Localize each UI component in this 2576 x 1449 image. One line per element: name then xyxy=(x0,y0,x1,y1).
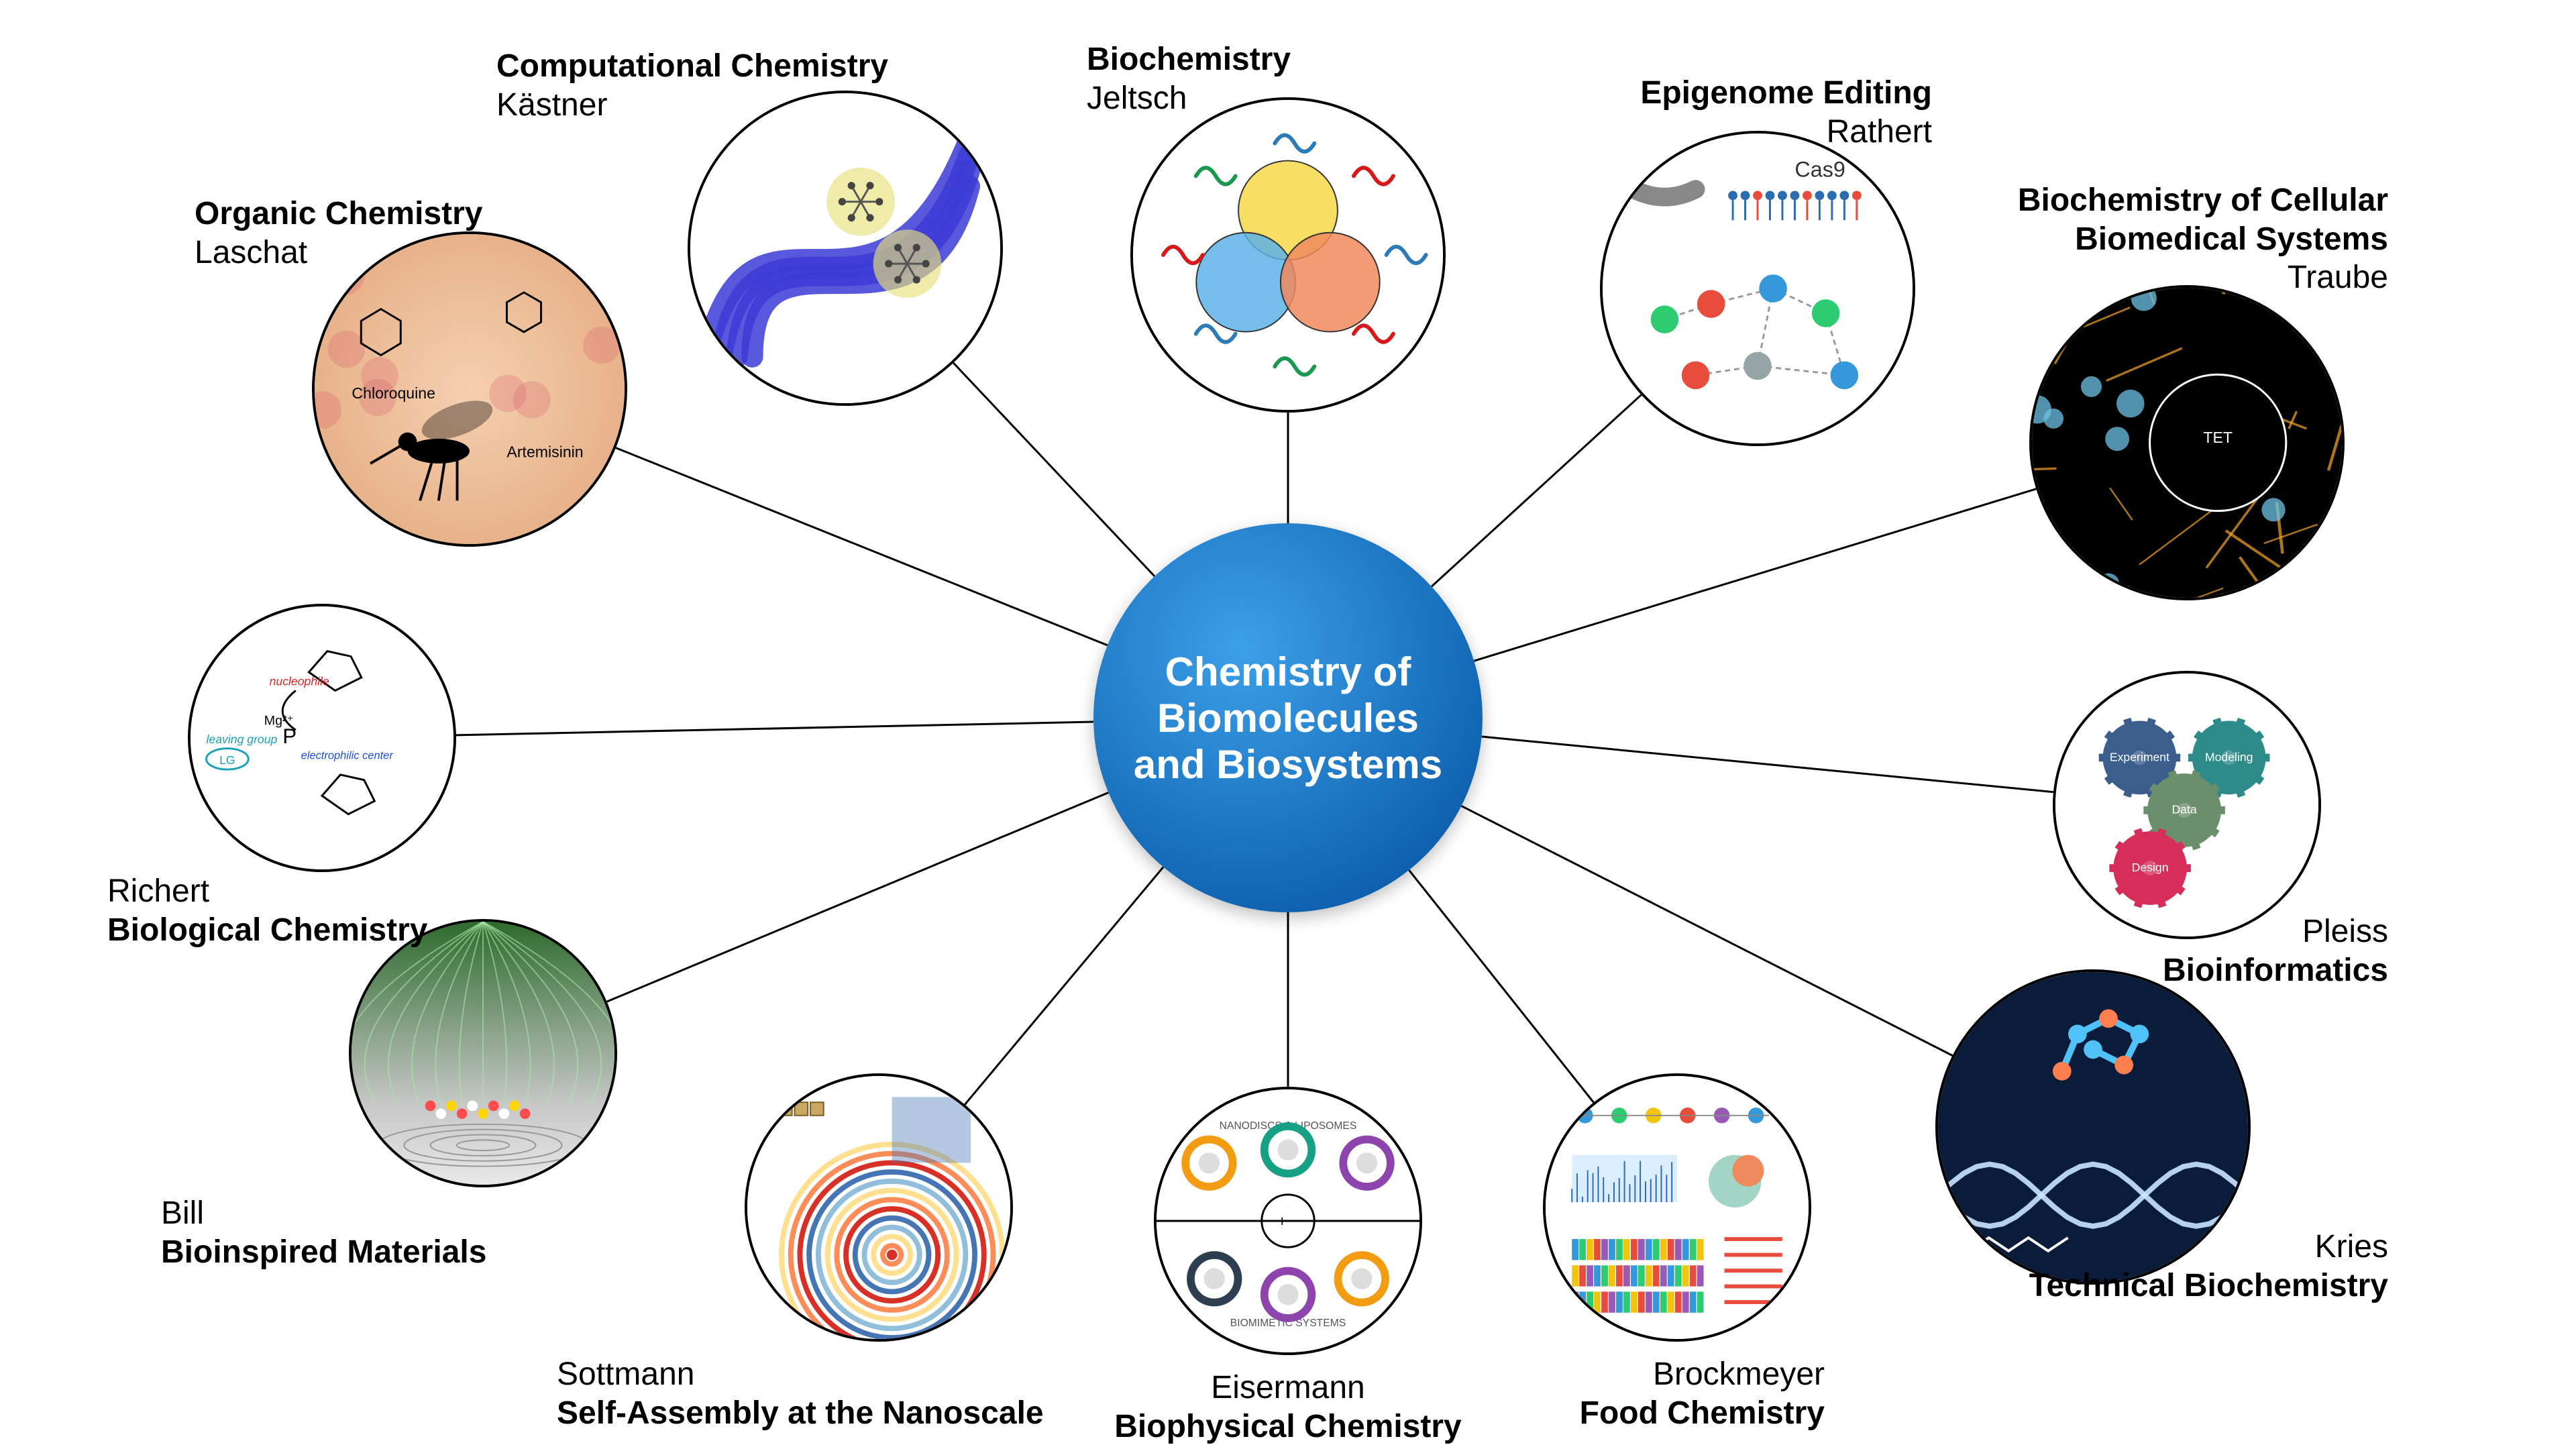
node-selfassembly xyxy=(745,1073,1013,1342)
svg-text:electrophilic center: electrophilic center xyxy=(301,749,394,761)
edge-epigenome xyxy=(1432,395,1642,587)
svg-text:Data: Data xyxy=(2171,803,2196,816)
edge-biological xyxy=(456,722,1093,735)
edge-organic xyxy=(616,448,1108,645)
node-computational xyxy=(688,91,1003,406)
node-selfassembly-thumb xyxy=(747,1073,1010,1342)
svg-text:Artemisinin: Artemisinin xyxy=(506,443,583,461)
node-biophysical: NANODISCS & LIPOSOMESBIOMIMETIC SYSTEMS+ xyxy=(1154,1087,1422,1355)
svg-text:Design: Design xyxy=(2132,861,2169,874)
node-bioinformatics-thumb: Experiment Modeling Data Design xyxy=(2055,671,2318,939)
edge-cellular xyxy=(1474,489,2036,661)
hub-circle: Chemistry ofBiomoleculesand Biosystems xyxy=(1093,523,1483,912)
label-organic: Organic ChemistryLaschat xyxy=(195,195,482,272)
node-epigenome: Cas9 xyxy=(1600,131,1915,446)
label-bioinspired: BillBioinspired Materials xyxy=(161,1194,486,1271)
node-biological: PMg²⁺nucleophileleaving groupelectrophil… xyxy=(188,604,456,872)
edge-food xyxy=(1409,870,1593,1102)
label-biophysical: EisermannBiophysical Chemistry xyxy=(1114,1368,1462,1446)
node-food xyxy=(1543,1073,1811,1342)
svg-text:Chloroquine: Chloroquine xyxy=(352,384,435,402)
node-biochemistry-thumb xyxy=(1133,97,1443,413)
svg-text:Modeling: Modeling xyxy=(2205,750,2253,763)
label-food: BrockmeyerFood Chemistry xyxy=(1580,1355,1825,1432)
edge-computational xyxy=(953,363,1155,576)
label-biochemistry: BiochemistryJeltsch xyxy=(1087,40,1291,117)
node-food-thumb xyxy=(1546,1073,1809,1342)
edge-technical xyxy=(1462,806,1953,1055)
label-selfassembly: SottmannSelf-Assembly at the Nanoscale xyxy=(557,1355,1044,1432)
svg-text:Experiment: Experiment xyxy=(2110,750,2169,763)
node-cellular: TET xyxy=(2029,285,2345,600)
diagram-stage: Chemistry ofBiomoleculesand Biosystems Bi… xyxy=(0,0,2576,1449)
node-biological-thumb: PMg²⁺nucleophileleaving groupelectrophil… xyxy=(191,604,453,872)
node-bioinspired-thumb xyxy=(352,919,614,1187)
label-epigenome: Epigenome EditingRathert xyxy=(1640,74,1932,151)
svg-text:+: + xyxy=(1277,1212,1287,1230)
label-cellular: Biochemistry of CellularBiomedical Syste… xyxy=(2018,181,2388,297)
svg-text:leaving group: leaving group xyxy=(207,733,278,746)
hub-title: Chemistry ofBiomoleculesand Biosystems xyxy=(1134,649,1442,788)
node-epigenome-thumb: Cas9 xyxy=(1603,131,1913,446)
node-cellular-thumb: TET xyxy=(2032,285,2342,600)
node-computational-thumb xyxy=(690,91,1000,406)
svg-text:Cas9: Cas9 xyxy=(1794,158,1845,182)
svg-text:nucleophile: nucleophile xyxy=(270,675,329,688)
edge-bioinformatics xyxy=(1482,737,2053,792)
edge-bioinspired xyxy=(607,793,1109,1002)
svg-text:LG: LG xyxy=(219,753,235,767)
node-biochemistry xyxy=(1130,97,1446,413)
node-bioinformatics: Experiment Modeling Data Design xyxy=(2053,671,2321,939)
label-computational: Computational ChemistryKästner xyxy=(496,47,888,124)
node-organic-thumb: Chloroquine Artemisinin xyxy=(315,231,625,547)
label-bioinformatics: PleissBioinformatics xyxy=(2163,912,2388,989)
label-biological: RichertBiological Chemistry xyxy=(107,872,427,949)
label-technical: KriesTechnical Biochemistry xyxy=(2029,1228,2388,1305)
edge-selfassembly xyxy=(965,867,1163,1105)
node-bioinspired xyxy=(349,919,617,1187)
node-organic: Chloroquine Artemisinin xyxy=(312,231,627,547)
svg-text:TET: TET xyxy=(2203,429,2233,446)
node-biophysical-thumb: NANODISCS & LIPOSOMESBIOMIMETIC SYSTEMS+ xyxy=(1157,1087,1419,1355)
